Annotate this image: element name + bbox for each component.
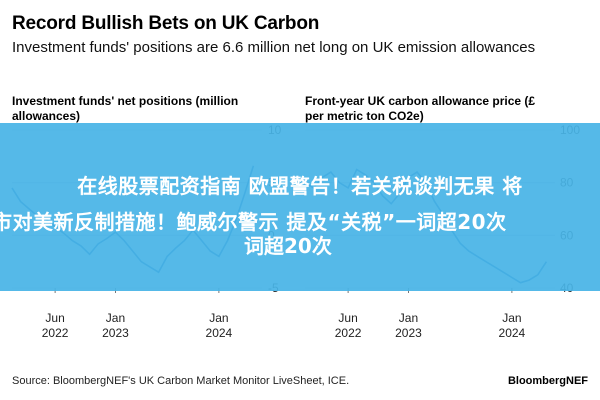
price-title-line1: Front-year UK carbon allowance price (£ [305, 94, 535, 108]
x-tick-label: Jan [502, 311, 521, 325]
x-tick-label: 2022 [335, 326, 362, 340]
brand-logo-text: BloombergNEF [507, 375, 588, 387]
x-tick-label: 2024 [499, 326, 526, 340]
ad-overlay-text-1[interactable]: 在线股票配资指南 欧盟警告！若关税谈判无果 将 [77, 174, 523, 198]
source-note: Source: BloombergNEF's UK Carbon Market … [12, 375, 350, 387]
ad-overlay-text-2[interactable]: 市对美新反制措施！鲍威尔警示 提及“关税”一词超20次 [0, 210, 507, 234]
chart-title: Record Bullish Bets on UK Carbon [12, 13, 320, 34]
x-tick-label: Jun [45, 311, 64, 325]
x-tick-label: Jun [338, 311, 357, 325]
price-title-line2: per metric ton CO2e) [305, 109, 424, 123]
x-tick-label: Jan [209, 311, 228, 325]
ad-overlay-banner[interactable] [0, 123, 600, 291]
net-positions-title-line2: allowances) [12, 109, 80, 123]
x-tick-label: 2024 [206, 326, 233, 340]
x-tick-label: 2023 [102, 326, 129, 340]
ad-overlay-text-3[interactable]: 词超20次 [244, 234, 332, 258]
net-positions-title-line1: Investment funds' net positions (million [12, 94, 238, 108]
chart-subtitle: Investment funds' positions are 6.6 mill… [12, 39, 536, 56]
x-tick-label: 2022 [42, 326, 69, 340]
x-tick-label: Jan [106, 311, 125, 325]
x-tick-label: 2023 [395, 326, 422, 340]
x-tick-label: Jan [399, 311, 418, 325]
